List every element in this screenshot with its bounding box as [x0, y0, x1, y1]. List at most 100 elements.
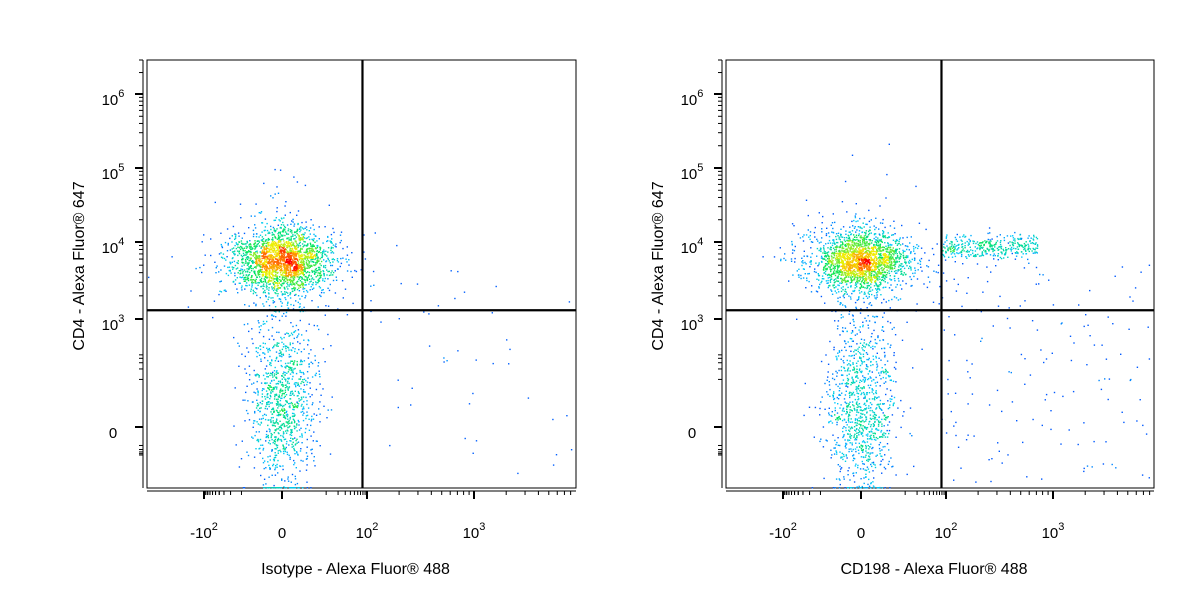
event-dot: [272, 408, 274, 410]
event-dot: [876, 239, 878, 242]
event-dot: [258, 265, 260, 267]
event-dot: [258, 264, 260, 266]
event-dot: [262, 462, 265, 464]
event-dot: [290, 237, 292, 239]
event-dot: [840, 259, 843, 261]
event-dot: [305, 250, 307, 252]
event-dot: [289, 251, 291, 253]
event-dot: [327, 333, 329, 336]
event-dot: [850, 270, 852, 272]
event-dot: [288, 239, 290, 241]
event-dot: [888, 256, 891, 258]
event-dot: [833, 278, 836, 281]
event-dot: [281, 249, 283, 251]
event-dot: [273, 398, 276, 400]
event-dot: [267, 436, 270, 439]
event-dot: [241, 353, 243, 355]
event-dot: [262, 283, 265, 285]
event-dot: [203, 234, 205, 236]
event-dot: [898, 264, 901, 266]
event-dot: [320, 274, 323, 276]
event-dot: [310, 424, 312, 427]
event-dot: [334, 245, 336, 247]
event-dot: [292, 418, 295, 420]
event-dot: [913, 248, 915, 250]
event-dot: [296, 360, 298, 363]
event-dot: [840, 254, 842, 257]
event-dot: [331, 396, 333, 398]
event-dot: [317, 272, 319, 274]
event-dot: [292, 372, 294, 374]
event-dot: [277, 422, 279, 424]
event-dot: [248, 267, 250, 270]
event-dot: [870, 266, 873, 268]
event-dot: [273, 386, 275, 389]
event-dot: [277, 423, 279, 425]
event-dot: [297, 253, 299, 255]
event-dot: [813, 270, 816, 273]
event-dot: [293, 257, 295, 259]
event-dot: [269, 272, 271, 274]
event-dot: [860, 285, 863, 287]
event-dot: [310, 219, 312, 221]
event-dot: [881, 259, 883, 261]
event-dot: [269, 455, 271, 457]
event-dot: [239, 282, 241, 284]
event-dot: [314, 271, 316, 274]
event-dot: [327, 251, 329, 253]
event-dot: [270, 248, 272, 251]
event-dot: [325, 305, 327, 307]
event-dot: [305, 284, 307, 286]
event-dot: [868, 272, 870, 274]
event-dot: [287, 388, 289, 390]
event-dot: [218, 293, 220, 296]
event-dot: [317, 281, 319, 284]
event-dot: [290, 249, 292, 252]
event-dot: [227, 244, 229, 246]
event-dot: [262, 323, 264, 325]
event-dot: [837, 235, 839, 237]
event-dot: [835, 235, 837, 238]
event-dot: [251, 261, 254, 264]
event-dot: [295, 426, 297, 428]
event-dot: [259, 234, 262, 236]
event-dot: [254, 240, 256, 242]
event-dot: [844, 279, 846, 281]
event-dot: [328, 260, 330, 262]
event-dot: [286, 269, 288, 271]
event-dot: [260, 271, 262, 273]
event-dot: [308, 323, 310, 325]
event-dot: [906, 265, 908, 267]
event-dot: [828, 266, 830, 268]
event-dot: [322, 242, 324, 244]
event-dot: [251, 260, 254, 262]
event-dot: [904, 261, 906, 263]
event-dot: [282, 221, 284, 224]
event-dot: [397, 379, 399, 381]
event-dot: [299, 227, 301, 229]
event-dot: [268, 403, 270, 405]
event-dot: [280, 364, 282, 367]
event-dot: [230, 272, 232, 274]
event-dot: [857, 281, 859, 283]
event-dot: [283, 278, 286, 281]
event-dot: [863, 259, 865, 261]
event-dot: [803, 250, 805, 252]
event-dot: [260, 360, 262, 362]
event-dot: [267, 271, 269, 273]
event-dot: [287, 258, 289, 260]
event-dot: [875, 217, 877, 219]
event-dot: [303, 339, 305, 341]
event-dot: [254, 420, 256, 422]
event-dot: [302, 414, 304, 416]
event-dot: [267, 255, 269, 257]
event-dot: [284, 231, 287, 233]
event-dot: [277, 284, 279, 287]
event-dot: [297, 395, 299, 397]
event-dot: [284, 265, 287, 267]
event-dot: [286, 422, 288, 424]
event-dot: [284, 374, 286, 376]
event-dot: [830, 270, 832, 273]
event-dot: [873, 270, 875, 273]
event-dot: [330, 249, 332, 252]
